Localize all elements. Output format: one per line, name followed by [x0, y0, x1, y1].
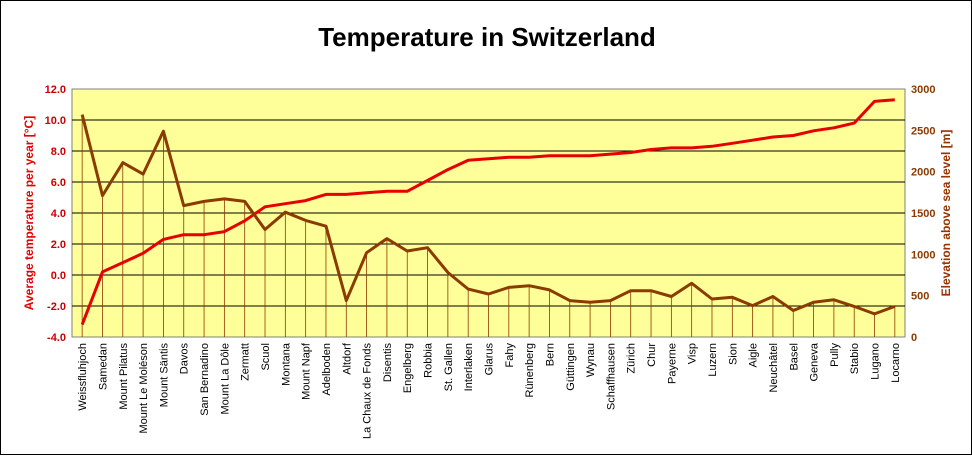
x-tick-label: Geneva — [809, 342, 821, 381]
y-axis-label-right: Elevation above sea level [m] — [939, 130, 953, 297]
y-tick-right: 2000 — [911, 167, 935, 179]
y-tick-left: 4.0 — [51, 208, 66, 220]
x-tick-label: Mount Säntis — [158, 343, 170, 408]
y-tick-right: 500 — [911, 291, 929, 303]
y-tick-left: 8.0 — [51, 146, 66, 158]
y-tick-left: 0.0 — [51, 270, 66, 282]
right-axis-ticks: 0 500 1000 1500 2000 2500 3000 — [911, 84, 935, 344]
x-tick-label: Locarno — [890, 343, 902, 383]
y-tick-left: -2.0 — [47, 301, 66, 313]
x-tick-label: Rünenberg — [524, 343, 536, 397]
x-tick-label: Disentis — [382, 343, 394, 383]
x-tick-label: Interlaken — [463, 343, 475, 391]
x-tick-label: Weissfluhjoch — [77, 343, 89, 411]
y-axis-label-left: Average temperature per year [°C] — [22, 116, 36, 310]
x-tick-label: Zürich — [626, 343, 638, 374]
x-tick-label: Lugano — [870, 343, 882, 380]
x-tick-label: Payerne — [666, 343, 678, 384]
x-tick-label: Glarus — [484, 343, 496, 376]
x-tick-label: Davos — [179, 343, 191, 375]
left-axis-ticks: -4.0 -2.0 0.0 2.0 4.0 6.0 8.0 10.0 12.0 — [45, 84, 66, 344]
series-lines — [80, 98, 896, 326]
x-tick-label: Mount Napf — [301, 342, 313, 400]
x-tick-label: Sion — [727, 343, 739, 365]
x-tick-label: Wynau — [585, 343, 597, 377]
x-tick-label: Scuol — [260, 343, 272, 371]
x-tick-label: Luzern — [707, 343, 719, 377]
y-tick-right: 0 — [911, 332, 917, 344]
x-tick-label: Robbia — [423, 342, 435, 378]
x-tick-label: Bern — [544, 343, 556, 366]
y-tick-left: -4.0 — [47, 332, 66, 344]
x-tick-label: Stabio — [849, 343, 861, 374]
x-tick-label: Güttingen — [565, 343, 577, 391]
x-tick-label: Mount La Dôle — [219, 343, 231, 415]
x-tick-label: Pully — [829, 343, 841, 367]
chart-title: Temperature in Switzerland — [318, 22, 656, 52]
x-tick-label: Zermatt — [240, 343, 252, 381]
x-tick-label: Basel — [788, 343, 800, 371]
x-axis-labels: Weissfluhjoch Samedan Mount Pilatus Mount L… — [77, 342, 902, 439]
x-tick-label: St. Gallen — [443, 343, 455, 391]
x-tick-label: Mount Pilatus — [118, 343, 130, 410]
x-tick-label: Adelboden — [321, 343, 333, 396]
x-tick-label: San Bernadino — [199, 343, 211, 416]
x-tick-label: Chur — [646, 343, 658, 367]
x-tick-label: Fahy — [504, 343, 516, 368]
y-tick-right: 1000 — [911, 249, 935, 261]
y-tick-left: 6.0 — [51, 177, 66, 189]
y-tick-left: 10.0 — [45, 115, 66, 127]
x-tick-label: Aigle — [748, 343, 760, 367]
y-tick-left: 2.0 — [51, 239, 66, 251]
elevation-drop-lines — [81, 114, 896, 337]
x-tick-label: Mount Le Moléson — [138, 343, 150, 434]
x-tick-label: Schaffhausen — [605, 343, 617, 410]
x-tick-label: Samedan — [97, 343, 109, 390]
x-tick-label: Altdorf — [341, 342, 353, 375]
x-tick-label: Visp — [687, 343, 699, 364]
y-tick-right: 2500 — [911, 125, 935, 137]
x-tick-label: Neuchâtel — [768, 343, 780, 393]
y-tick-left: 12.0 — [45, 84, 66, 96]
y-tick-right: 3000 — [911, 84, 935, 96]
x-tick-label: Engelberg — [402, 343, 414, 393]
y-tick-right: 1500 — [911, 208, 935, 220]
elevation-line — [80, 114, 896, 316]
x-tick-label: La Chaux de Fonds — [362, 343, 374, 440]
temperature-line — [80, 98, 895, 326]
gridlines — [72, 119, 905, 307]
x-tick-label: Montana — [280, 342, 292, 386]
